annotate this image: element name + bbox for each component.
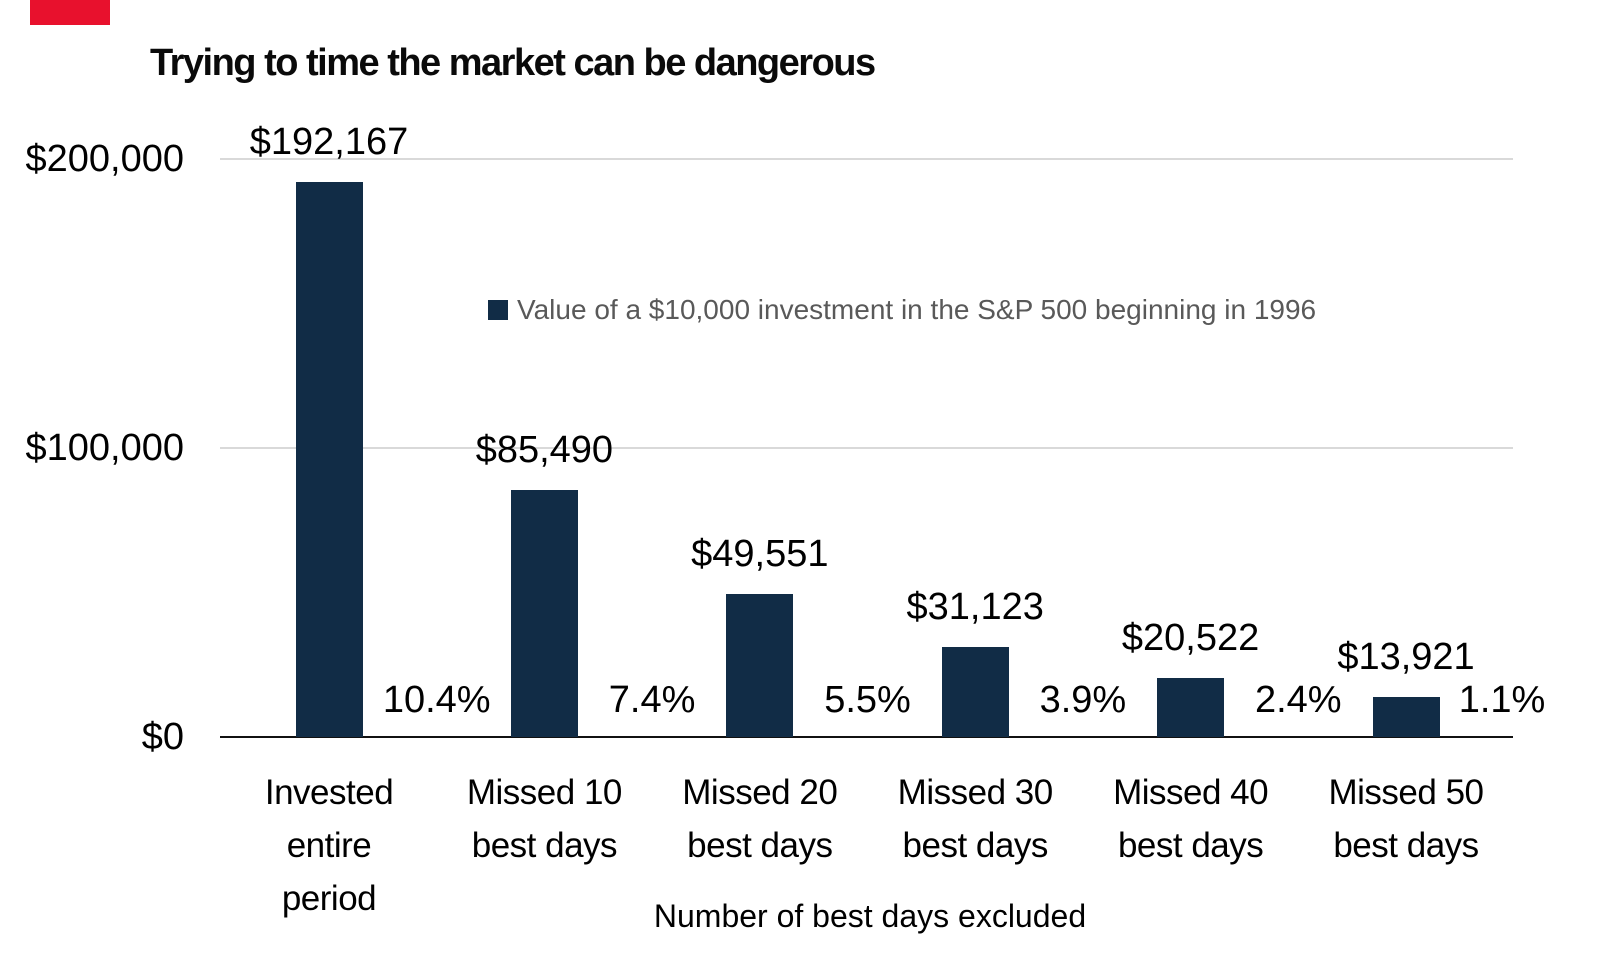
chart-title: Trying to time the market can be dangero… — [150, 42, 876, 84]
value-label-missed-50-best-days: $13,921 — [1337, 635, 1475, 678]
x-category-label-line: Missed 20 — [682, 773, 838, 812]
x-category-label-line: best days — [902, 826, 1049, 865]
bar-missed-10-best-days — [510, 489, 578, 737]
x-axis-title: Number of best days excluded — [653, 898, 1087, 934]
red-brand-mark — [30, 0, 110, 25]
x-category-label-missed-20-best-days: Missed 20 best days — [682, 766, 838, 872]
bar-missed-20-best-days — [726, 593, 794, 737]
bar-invested-entire-period — [295, 181, 363, 737]
x-category-label-line: best days — [687, 826, 833, 865]
return-pct-label-missed-10-best-days: 7.4% — [608, 679, 696, 721]
legend: Value of a $10,000 investment in the S&P… — [488, 294, 1316, 326]
x-category-label-missed-30-best-days: Missed 30 best days — [897, 766, 1054, 872]
bar-missed-30-best-days — [941, 647, 1009, 737]
x-category-label-missed-10-best-days: Missed 10 best days — [466, 766, 623, 872]
x-category-label-missed-40-best-days: Missed 40 best days — [1113, 766, 1269, 872]
return-pct-label-invested-entire-period: 10.4% — [382, 679, 491, 721]
return-pct-label-missed-20-best-days: 5.5% — [824, 679, 911, 721]
gridline-200000 — [220, 158, 1513, 160]
value-label-missed-10-best-days: $85,490 — [475, 428, 614, 471]
value-label-invested-entire-period: $192,167 — [249, 120, 409, 163]
value-label-missed-40-best-days: $20,522 — [1121, 616, 1260, 659]
x-category-label-missed-50-best-days: Missed 50 best days — [1328, 766, 1484, 872]
x-category-label-line: Invested — [264, 773, 394, 812]
gridline-100000 — [220, 447, 1513, 449]
bar-missed-50-best-days — [1372, 696, 1440, 737]
x-axis-line — [220, 736, 1513, 738]
y-tick-label-100000: $100,000 — [25, 427, 185, 469]
y-tick-label-0: $0 — [141, 716, 184, 758]
x-category-label-line: period — [281, 879, 377, 918]
return-pct-label-missed-50-best-days: 1.1% — [1458, 679, 1546, 721]
legend-marker-icon — [488, 300, 508, 320]
return-pct-label-missed-40-best-days: 2.4% — [1254, 679, 1342, 721]
return-pct-label-missed-30-best-days: 3.9% — [1039, 679, 1127, 721]
x-category-label-line: Missed 50 — [1328, 773, 1484, 812]
x-category-label-invested-entire-period: Invested entire period — [264, 766, 394, 925]
x-category-label-line: best days — [1117, 826, 1264, 865]
value-label-missed-20-best-days: $49,551 — [691, 532, 829, 575]
x-category-label-line: Missed 40 — [1113, 773, 1269, 812]
y-tick-label-200000: $200,000 — [25, 138, 185, 180]
value-label-missed-30-best-days: $31,123 — [906, 586, 1044, 629]
x-category-label-line: Missed 30 — [897, 773, 1054, 812]
bar-missed-40-best-days — [1157, 677, 1225, 737]
x-category-label-line: Missed 10 — [466, 773, 623, 812]
x-category-label-line: entire — [286, 826, 372, 865]
x-category-label-line: best days — [471, 826, 618, 865]
legend-label: Value of a $10,000 investment in the S&P… — [517, 294, 1317, 325]
x-category-label-line: best days — [1333, 826, 1479, 865]
